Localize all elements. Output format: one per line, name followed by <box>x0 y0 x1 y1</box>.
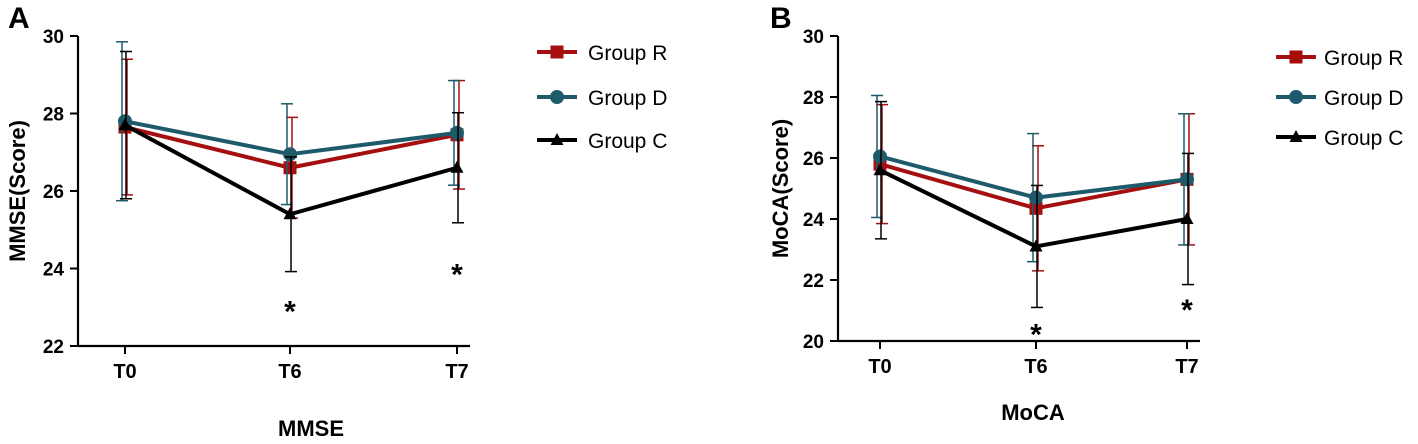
legend-label: Group R <box>588 42 667 65</box>
legend-label: Group D <box>588 87 667 110</box>
data-point <box>1180 212 1194 224</box>
data-point <box>450 125 464 140</box>
legend-item: Group C <box>1276 127 1403 150</box>
legend-marker <box>1289 50 1303 64</box>
legend-label: Group D <box>1324 87 1403 110</box>
legend-marker <box>1289 130 1303 142</box>
data-point <box>450 160 464 173</box>
legend-label: Group R <box>1324 47 1403 70</box>
y-tick-label: 28 <box>803 88 824 109</box>
significance-marker: * <box>1181 294 1193 327</box>
legend-label: Group C <box>588 130 667 153</box>
y-axis-title: MMSE(Score) <box>5 120 30 262</box>
y-tick-label: 22 <box>43 337 64 358</box>
series-group-c <box>873 100 1194 309</box>
y-tick-label: 24 <box>43 260 65 281</box>
y-tick-label: 30 <box>43 27 64 48</box>
significance-marker: * <box>451 258 463 291</box>
data-point <box>873 149 887 164</box>
y-tick-label: 26 <box>803 149 824 170</box>
x-tick-label: T6 <box>1024 356 1047 378</box>
y-tick-label: 22 <box>803 271 824 292</box>
significance-marker: * <box>284 295 296 328</box>
legend-marker <box>1289 90 1303 104</box>
series-group-d <box>871 94 1194 263</box>
y-tick-label: 28 <box>43 105 64 126</box>
y-tick-label: 24 <box>803 210 825 231</box>
legend-marker <box>550 90 564 104</box>
data-point <box>1180 172 1194 187</box>
legend: Group R Group D Group C <box>1276 47 1403 150</box>
data-point <box>118 118 132 131</box>
x-axis-title: MMSE <box>278 416 344 441</box>
significance-marker: * <box>1030 318 1042 351</box>
data-point <box>1029 239 1043 252</box>
data-point <box>283 161 297 175</box>
chart-panel-a: A 22 24 26 28 30 T0 T6 T7 MMSE(Score) MMSE * * Group … <box>5 2 667 441</box>
data-point <box>1029 190 1043 205</box>
x-tick-label: T7 <box>445 361 468 383</box>
legend-marker <box>550 45 564 59</box>
chart-panel-b: B 20 22 24 26 28 30 T0 T6 T7 MoCA(Score) MoCA * * Grou… <box>768 2 1403 425</box>
panel-letter: A <box>8 2 30 35</box>
legend-item: Group D <box>1276 87 1403 110</box>
x-axis-title: MoCA <box>1001 400 1065 425</box>
y-tick-label: 30 <box>803 27 824 48</box>
data-point <box>873 163 887 176</box>
x-tick-label: T7 <box>1175 356 1198 378</box>
data-point <box>283 147 297 162</box>
legend-label: Group C <box>1324 127 1403 150</box>
y-axis-title: MoCA(Score) <box>768 119 793 258</box>
series-group-c <box>118 50 464 273</box>
legend-item: Group R <box>537 42 667 65</box>
legend: Group R Group D Group C <box>537 42 667 153</box>
data-point <box>283 207 297 220</box>
legend-item: Group C <box>537 130 667 153</box>
y-tick-label: 26 <box>43 182 64 203</box>
legend-marker <box>550 133 564 145</box>
x-tick-label: T6 <box>278 361 301 383</box>
legend-item: Group R <box>1276 47 1403 70</box>
y-tick-label: 20 <box>803 332 824 353</box>
x-tick-label: T0 <box>113 361 136 383</box>
x-tick-label: T0 <box>868 356 891 378</box>
panel-letter: B <box>770 2 792 35</box>
legend-item: Group D <box>537 87 667 110</box>
